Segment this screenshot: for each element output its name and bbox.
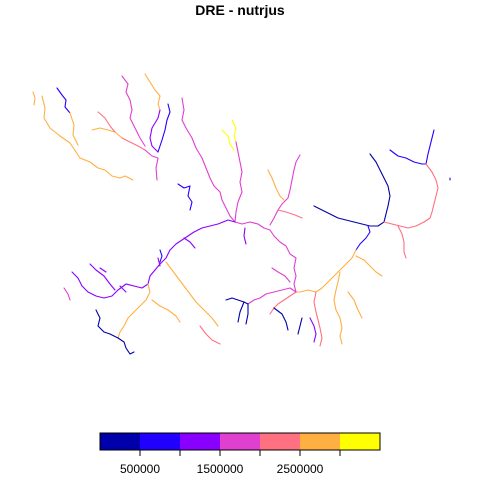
river-segment <box>91 127 123 139</box>
river-segment <box>355 255 383 277</box>
river-segment <box>121 75 146 147</box>
river-segment <box>247 287 297 305</box>
river-segment <box>199 325 221 345</box>
river-segment <box>225 297 249 305</box>
river-segment <box>99 267 107 273</box>
river-segment <box>154 219 236 271</box>
river-segment <box>234 221 297 293</box>
river-segment <box>347 291 363 319</box>
river-segment <box>71 271 105 299</box>
river-segment <box>117 283 151 339</box>
river-segment <box>149 109 161 153</box>
river-segment <box>121 137 146 151</box>
river-segment <box>234 141 243 223</box>
river-segment <box>355 225 371 251</box>
river-segment <box>181 97 236 223</box>
river-segment <box>231 119 237 143</box>
legend-color-cell <box>100 433 140 450</box>
river-segment <box>117 337 135 355</box>
legend-color-bar <box>100 433 380 450</box>
river-segment <box>159 249 163 263</box>
river-segment <box>177 183 193 211</box>
river-segment <box>313 291 323 347</box>
river-segment <box>144 73 161 111</box>
river-segment <box>32 91 36 106</box>
river-segment <box>41 95 121 179</box>
legend-color-cell <box>220 433 260 450</box>
legend-color-cell <box>260 433 300 450</box>
river-segment <box>151 299 181 323</box>
map-title: DRE - nutrjus <box>195 2 285 18</box>
river-segment <box>245 303 249 325</box>
legend-ticks <box>139 450 341 456</box>
river-segment <box>369 153 391 223</box>
legend-tick-label: 500000 <box>120 462 160 476</box>
river-segment <box>157 257 161 267</box>
river-segment <box>221 129 235 151</box>
legend-color-cell <box>340 433 380 450</box>
river-segment <box>309 317 317 343</box>
river-segment <box>423 163 439 223</box>
river-segment <box>157 103 171 153</box>
legend-tick-label: 1500000 <box>197 462 244 476</box>
river-segment <box>333 289 343 345</box>
river-network <box>32 73 451 355</box>
color-legend: 500000 1500000 2500000 <box>99 432 381 476</box>
river-segment <box>89 263 116 291</box>
river-segment <box>165 261 219 327</box>
river-segment <box>119 175 134 181</box>
river-segment <box>183 237 196 249</box>
river-segment <box>295 249 357 293</box>
river-segment <box>271 267 291 283</box>
river-segment <box>269 154 301 226</box>
river-segment <box>69 112 79 146</box>
river-segment <box>63 287 71 301</box>
river-segment <box>97 111 116 133</box>
river-segment <box>144 149 159 181</box>
river-segment <box>269 291 297 315</box>
legend-frame <box>99 432 381 451</box>
river-segment <box>335 271 341 291</box>
river-segment <box>56 87 71 114</box>
river-segment <box>389 149 427 165</box>
legend-tick-label: 2500000 <box>277 462 324 476</box>
legend-color-cell <box>300 433 340 450</box>
river-segment <box>383 221 425 229</box>
river-segment <box>95 309 119 339</box>
river-segment <box>273 307 289 331</box>
river-segment <box>267 169 285 201</box>
river-segment <box>425 129 435 165</box>
river-segment <box>103 269 156 299</box>
river-segment <box>397 225 407 259</box>
river-segment <box>119 285 127 293</box>
river-segment <box>237 301 245 323</box>
river-segment <box>313 205 385 227</box>
river-segment <box>297 317 303 335</box>
legend-color-cell <box>180 433 220 450</box>
legend-color-cell <box>140 433 180 450</box>
river-segment <box>277 209 303 219</box>
river-segment <box>243 227 247 245</box>
